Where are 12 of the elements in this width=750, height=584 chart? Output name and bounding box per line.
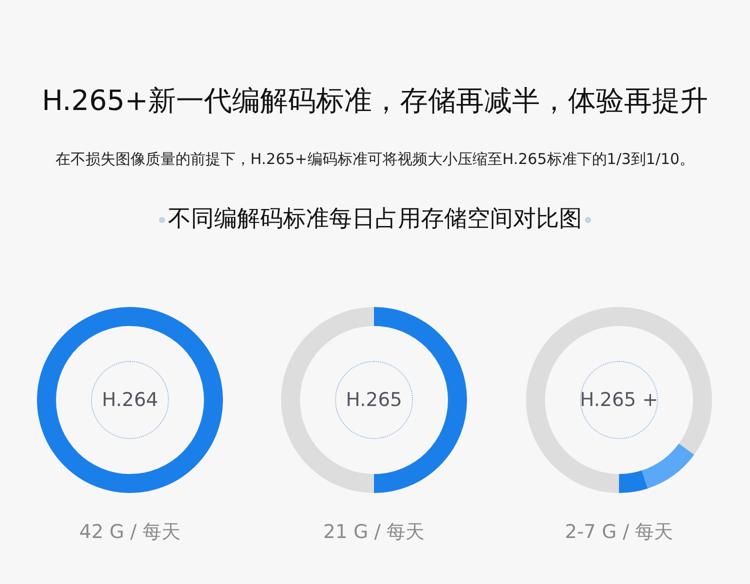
text: H.265+新一代编解码标准，存储再减半，体验再提升 — [40, 83, 710, 119]
text: 21 G / 每天 — [323, 521, 425, 543]
text: 2-7 G / 每天 — [564, 521, 674, 543]
text: H.265 + — [580, 389, 658, 411]
text: 不同编解码标准每日占用存储空间对比图 — [168, 206, 582, 232]
text: 42 G / 每天 — [79, 521, 181, 543]
donut-slice — [619, 470, 648, 493]
text: H.265 — [346, 389, 402, 411]
text: H.264 — [102, 389, 158, 411]
donut-slice — [526, 307, 712, 493]
text: 在不损失图像质量的前提下，H.265+编码标准可将视频大小压缩至H.265标准下的1/3到1/10。 — [54, 150, 696, 169]
donut-slice — [642, 443, 694, 488]
